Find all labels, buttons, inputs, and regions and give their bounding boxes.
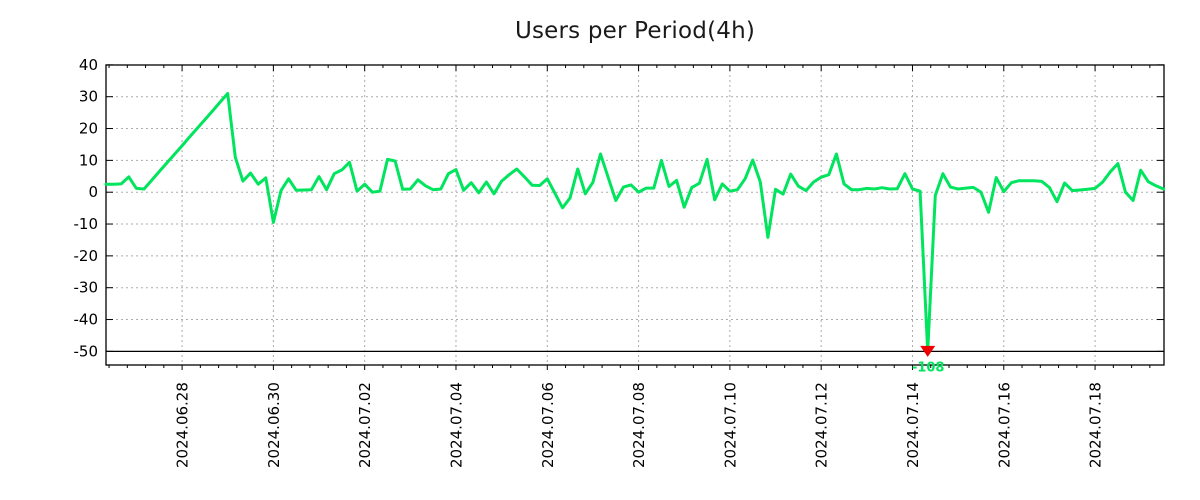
x-tick-label: 2024.07.04 (447, 382, 465, 468)
x-tick-label: 2024.07.08 (630, 382, 648, 468)
y-tick-labels: 40 30 20 10 0 -10 -20 -30 -40 -50 (74, 56, 99, 360)
y-tick-label: -20 (74, 247, 99, 265)
x-tick-label: 2024.07.06 (539, 382, 557, 468)
y-tick-label: -30 (74, 279, 99, 297)
y-tick-label: 10 (79, 151, 98, 169)
x-tick-label: 2024.07.16 (995, 382, 1013, 468)
x-tick-label: 2024.07.10 (721, 382, 739, 468)
chart-title: Users per Period(4h) (514, 18, 756, 44)
y-tick-label: -50 (74, 342, 99, 360)
y-tick-label: 30 (79, 88, 98, 106)
y-tick-label: -10 (74, 215, 99, 233)
y-tick-label: 20 (79, 120, 98, 138)
series-line (104, 92, 1166, 353)
gridlines (106, 65, 1164, 365)
y-tick-label: 40 (79, 56, 98, 74)
clip-marker-icon (920, 345, 936, 357)
y-tick-label: 0 (88, 183, 98, 201)
x-tick-label: 2024.06.28 (174, 382, 192, 468)
x-tick-labels: 2024.06.28 2024.06.30 2024.07.02 2024.07.04… (174, 382, 1105, 468)
y-tick-label: -40 (74, 311, 99, 329)
x-tick-label: 2024.07.12 (813, 382, 831, 468)
tick-marks (106, 64, 1164, 370)
clip-value-label: -108 (912, 360, 945, 375)
x-tick-label: 2024.07.14 (904, 382, 922, 468)
x-tick-label: 2024.07.18 (1087, 382, 1105, 468)
x-tick-label: 2024.06.30 (265, 382, 283, 468)
x-tick-label: 2024.07.02 (356, 382, 374, 468)
plot-border (105, 64, 1165, 366)
